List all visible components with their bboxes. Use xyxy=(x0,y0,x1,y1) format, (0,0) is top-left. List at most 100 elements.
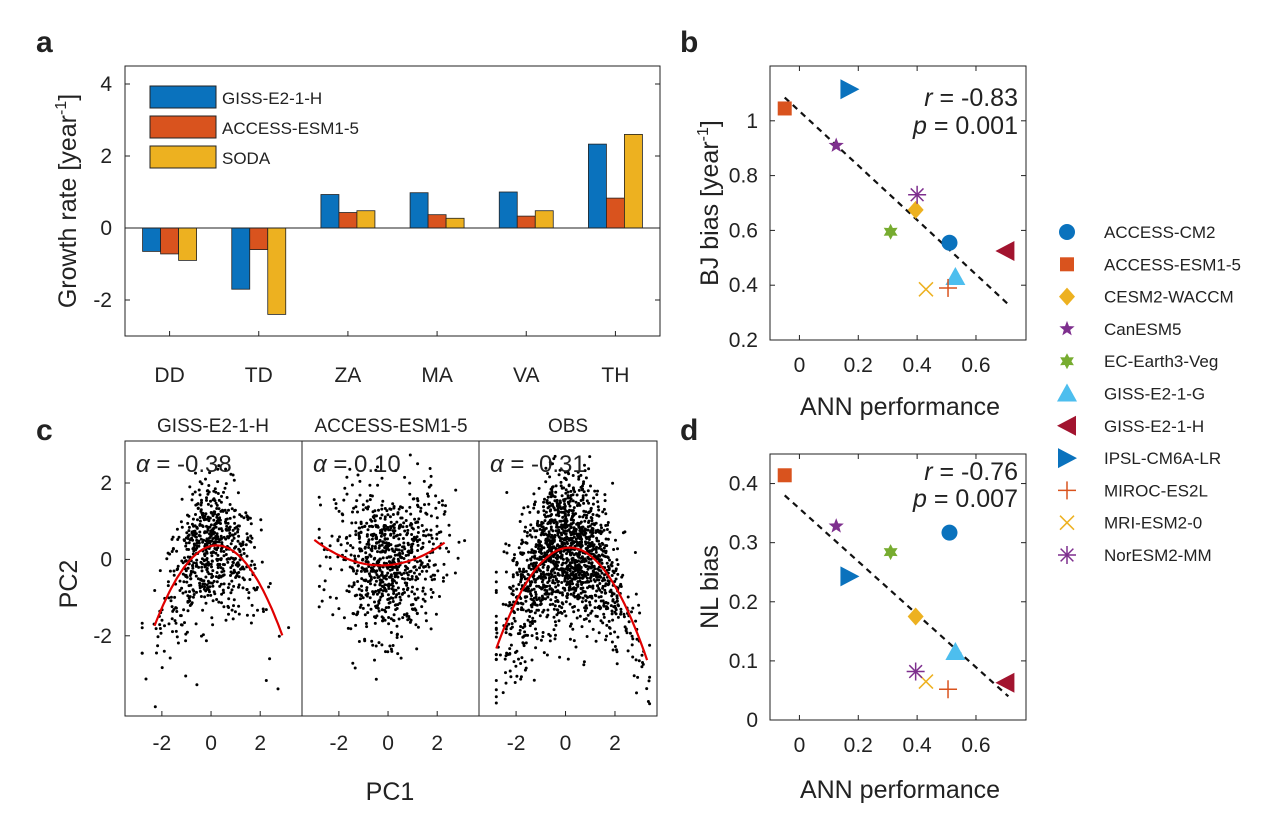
pc-point xyxy=(171,535,175,539)
point-noresm2-mm xyxy=(906,662,925,681)
pc-point xyxy=(530,580,533,584)
pc-point xyxy=(585,513,589,517)
pc-point xyxy=(428,467,432,470)
bar-giss-e2-1-h-va xyxy=(498,191,518,229)
pc-point xyxy=(601,621,605,625)
pc-point xyxy=(318,564,322,568)
pc-point xyxy=(209,499,212,503)
panel-d-x-ticks: 0 0.2 0.4 0.6 xyxy=(794,454,991,757)
pc-point xyxy=(589,594,593,598)
panel-c-subplot-giss-e2-1-h xyxy=(124,440,303,717)
pc-point xyxy=(190,601,194,605)
pc-point xyxy=(195,541,199,545)
pc-point xyxy=(230,539,234,543)
pc-point xyxy=(613,630,617,634)
pc-point xyxy=(198,584,202,588)
pc-point xyxy=(423,592,427,596)
pc-point xyxy=(187,525,191,529)
pc-point xyxy=(358,540,362,544)
pc-point xyxy=(369,548,373,551)
pc-point xyxy=(168,569,172,573)
pc-point xyxy=(199,577,203,581)
pc-point xyxy=(427,559,431,563)
panel-c-subplot-access-esm1-5 xyxy=(301,440,480,717)
pc-point xyxy=(600,561,604,565)
pc-point xyxy=(558,519,562,523)
pc-point xyxy=(607,582,611,586)
pc-point xyxy=(569,579,573,583)
pc-point xyxy=(569,525,573,529)
pc-point xyxy=(364,622,368,625)
pc-point xyxy=(548,587,552,591)
pc-point xyxy=(584,599,588,603)
pc-point xyxy=(358,605,362,609)
pc-point xyxy=(416,543,420,547)
pc-point xyxy=(355,569,359,573)
pc-point xyxy=(557,573,561,577)
pc-point xyxy=(249,534,253,538)
pc-point xyxy=(568,499,572,503)
pc-point xyxy=(548,518,552,522)
pc-point xyxy=(568,551,572,555)
point-ipsl-cm6a-lr xyxy=(840,566,860,587)
pc-point xyxy=(588,585,592,589)
pc-point xyxy=(186,566,190,570)
pc-point xyxy=(589,509,593,513)
bar-giss-e2-1-h-th xyxy=(588,143,607,229)
pc-point xyxy=(186,513,189,517)
pc-point xyxy=(582,490,586,494)
pc-point xyxy=(387,587,391,590)
pc-point xyxy=(371,643,375,647)
pc-point xyxy=(591,584,595,588)
pc-point xyxy=(550,592,554,596)
x-tick: 0 xyxy=(205,732,217,755)
pc-point xyxy=(387,597,391,601)
pc-point xyxy=(574,645,578,649)
pc-point xyxy=(549,495,553,499)
pc-point xyxy=(522,570,526,574)
pc-point xyxy=(398,601,402,605)
pc-point xyxy=(584,516,588,520)
pc-point xyxy=(420,569,424,573)
pc-point xyxy=(222,554,226,558)
pc-point xyxy=(230,608,234,612)
pc-point xyxy=(433,577,436,581)
pc-point xyxy=(595,513,599,517)
pc-point xyxy=(535,636,539,640)
legend-marker-miroc-es2l xyxy=(1058,481,1076,500)
pc-point xyxy=(631,606,635,610)
pc-point xyxy=(214,490,218,494)
pc-point xyxy=(331,613,335,617)
pc-point xyxy=(573,605,576,608)
pc-point xyxy=(615,662,619,666)
pc-point xyxy=(522,567,526,571)
pc-point xyxy=(365,588,369,592)
pc-point xyxy=(384,650,387,654)
pc-point xyxy=(564,520,568,524)
bar-soda-dd xyxy=(178,227,197,261)
pc-point xyxy=(563,588,567,592)
pc-point xyxy=(200,501,203,505)
pc-point xyxy=(224,618,228,622)
pc-point xyxy=(215,580,219,584)
pc-point xyxy=(343,486,347,490)
pc-point xyxy=(168,552,172,556)
panel-b-x-ticks: 0 0.2 0.4 0.6 xyxy=(794,66,991,377)
pc-point xyxy=(176,567,180,571)
legend-label-noresm2-mm: NorESM2-MM xyxy=(1104,546,1212,565)
pc-point xyxy=(389,561,392,565)
pc-point xyxy=(399,598,403,602)
pc-point xyxy=(380,513,384,517)
pc-point xyxy=(351,510,354,514)
pc-point xyxy=(419,563,423,567)
pc-point xyxy=(541,525,545,529)
pc-point xyxy=(189,577,193,581)
pc-point xyxy=(597,631,601,635)
pc-point xyxy=(193,543,197,547)
pc-point xyxy=(361,508,365,512)
pc-point xyxy=(210,551,214,555)
pc-point xyxy=(194,622,198,626)
pc-point xyxy=(607,626,611,629)
pc-point xyxy=(597,508,601,512)
pc-point xyxy=(437,531,441,534)
